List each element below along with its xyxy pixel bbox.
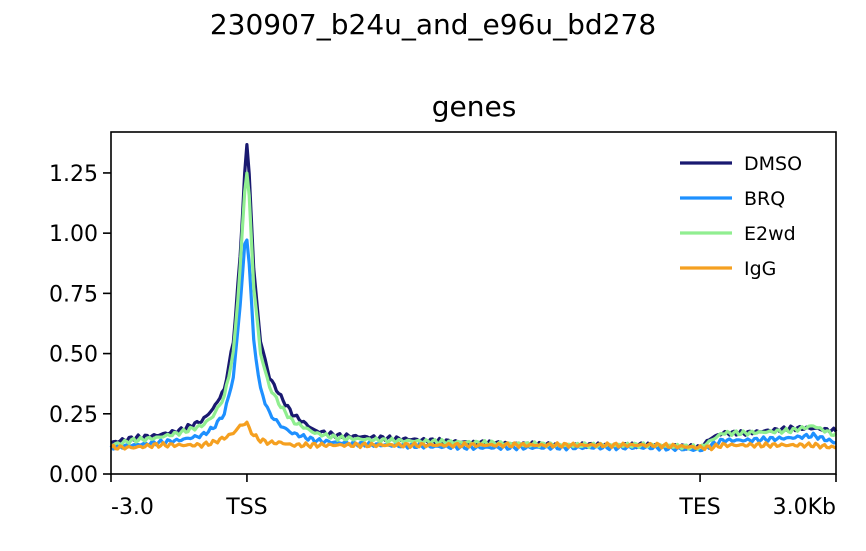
x-tick-label: TES — [678, 495, 720, 520]
series-line-igg — [109, 420, 837, 452]
x-tick-label: 3.0Kb — [773, 495, 836, 520]
figure-suptitle: 230907_b24u_and_e96u_bd278 — [209, 8, 657, 41]
x-tick-label: TSS — [225, 495, 267, 520]
chart-title: genes — [432, 90, 517, 123]
legend-label-igg: IgG — [744, 258, 776, 280]
y-tick-label: 0.00 — [49, 463, 98, 488]
y-tick-label: 0.50 — [49, 343, 98, 368]
plot-frame — [110, 131, 837, 475]
legend: DMSO BRQ E2wd IgG — [680, 153, 802, 280]
legend-label-brq: BRQ — [744, 188, 785, 210]
x-axis: -3.0 TSS TES 3.0Kb — [110, 474, 837, 520]
y-tick-label: 1.25 — [49, 162, 98, 187]
legend-label-dmso: DMSO — [744, 153, 802, 175]
y-tick-label: 0.25 — [49, 403, 98, 428]
series-line-e2wd — [110, 171, 838, 451]
series-line-dmso — [110, 143, 838, 451]
series-layer — [109, 143, 838, 453]
y-axis: 0.00 0.25 0.50 0.75 1.00 1.25 — [49, 162, 111, 488]
x-tick-label: -3.0 — [111, 495, 154, 520]
legend-label-e2wd: E2wd — [744, 223, 796, 245]
series-line-brq — [109, 238, 837, 453]
y-tick-label: 1.00 — [49, 222, 98, 247]
y-tick-label: 0.75 — [49, 282, 98, 307]
